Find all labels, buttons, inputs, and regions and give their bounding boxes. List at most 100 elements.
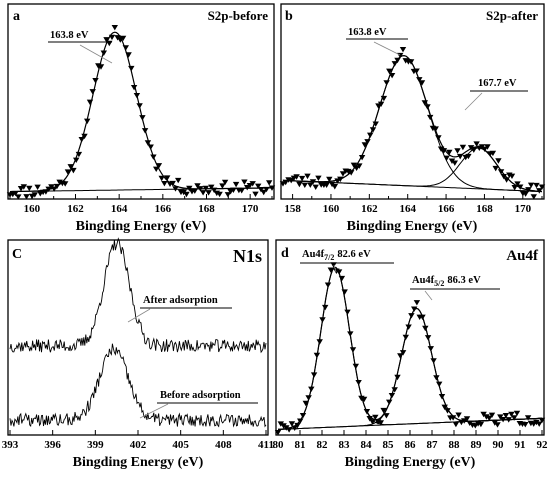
panel-c-n1s: C N1s Bingding Energy (eV) 393 396 399 402 4… [2,237,274,470]
panel-d-data-marker [488,412,496,418]
panel-c-tick-label: 405 [172,439,189,451]
panel-d-data-marker [430,358,437,364]
panel-d-data-marker [310,372,318,378]
panel-d-data-marker [511,415,518,421]
panel-b-data-marker [437,146,445,152]
panel-a-data-marker [67,164,74,170]
panel-d-data-marker [288,421,296,427]
panel-a-data-marker [89,89,96,95]
panel-a-letter: a [13,9,20,24]
panel-d-data-marker [344,309,351,315]
panel-b-data-marker [331,184,338,190]
panel-a-data-marker [238,188,245,194]
panel-c-tick-label: 402 [130,439,147,451]
panel-d-ticks: 80 81 82 83 84 85 86 87 88 89 90 91 92 [273,430,548,451]
panel-a-data-marker [180,189,187,196]
panel-d-data-marker [355,380,362,386]
panel-b-s2p-after: b S2p-after Bingding Energy (eV) 158 160 1… [279,3,546,234]
panel-c-annotation-1: After adsorption [143,295,218,306]
panel-d-annotation-2-sub: 5/2 [434,279,444,288]
panel-d-data-marker [419,314,426,320]
panel-b-tick-label: 158 [284,203,301,215]
panel-b-plot [279,47,546,200]
panel-b-data-marker [383,80,390,86]
panel-d-xlabel: Bingding Energy (eV) [345,455,476,470]
panel-b-data-marker [312,184,319,190]
panel-d-data-marker [424,335,432,341]
panel-d-data-marker [402,334,409,341]
panel-d-fit-envelope [277,266,543,430]
panel-c-title: N1s [233,246,262,266]
panel-b-tick-label: 166 [438,203,455,215]
panel-d-data-marker [449,415,457,421]
panel-a-data-marker [205,190,212,196]
panel-d-data-marker [369,419,376,425]
panel-d-annotation-1-leader [333,264,337,273]
panel-a-data-marker [194,183,201,189]
panel-d-annotation-1-name: Au4f [302,249,325,260]
panel-b-data-marker [350,162,358,169]
panel-b-data-marker [435,135,442,141]
panel-d-data-marker [386,399,393,405]
panel-d-data-marker [305,395,312,401]
panel-b-data-marker [511,185,518,191]
panel-d-data-marker [372,414,379,421]
panel-d-title: Au4f [506,248,539,264]
panel-b-data-marker [495,158,502,164]
panel-d-data-marker [466,420,473,426]
panel-b-data-marker [448,158,456,164]
panel-d-plot [274,262,546,436]
panel-d-data-marker [494,422,501,428]
panel-b-data-marker [533,182,540,189]
panel-d-data-marker [408,313,415,319]
panel-a-data-marker [219,183,226,189]
panel-a-data-marker [197,186,204,192]
panel-d-data-marker [302,400,309,407]
panel-d-data-marker [338,275,346,282]
panel-a-data-marker [224,192,232,198]
panel-a-data-marker [191,188,198,194]
panel-a-annotation-1-leader [79,44,113,64]
panel-d-frame [275,239,545,436]
panel-a-data-marker [153,166,160,172]
panel-d-data-marker [283,425,290,431]
panel-a-data-marker [164,175,171,181]
panel-d-data-marker [433,375,440,381]
panel-a-data-marker [128,65,135,72]
panel-b-data-marker [301,182,308,188]
panel-a-data-marker [125,52,132,58]
panel-a-plot [6,25,276,200]
panel-b-data-marker [337,176,344,183]
panel-a-title: S2p-before [208,8,269,23]
panel-d-data-marker [405,324,412,330]
panel-d-data-marker [347,331,354,337]
panel-b-data-marker [348,170,355,176]
panel-d-data-marker [324,282,332,288]
panel-a-data-marker [12,190,19,197]
panel-d-data-marker [391,387,398,393]
panel-d-annotation-2-leader [424,290,433,301]
panel-b-data-marker [358,155,366,161]
panel-c-tick-label: 408 [215,439,232,451]
panel-a-data-marker [232,181,240,188]
panel-a-data-marker [15,194,22,200]
panel-d-data-marker [294,422,301,429]
panel-a-data-marker [119,35,127,42]
panel-b-data-marker [298,175,306,182]
panel-a-data-marker [92,78,99,84]
panel-b-annotation-2-leader [464,92,483,111]
panel-b-data-marker [388,73,396,79]
panel-b-data-marker [446,149,453,156]
panel-a-data-marker [172,186,179,192]
panel-b-data-marker [481,146,488,152]
panel-d-data-marker [413,300,421,306]
panel-c-tick-label: 399 [87,439,104,451]
panel-b-data-marker [473,141,480,147]
panel-a-data-marker [169,180,176,187]
panel-a-data-marker [64,169,72,175]
panel-a-data-marker [199,190,207,196]
panel-d-data-marker [441,404,448,411]
panel-b-tick-label: 164 [399,203,416,215]
panel-d-data-marker [436,381,443,388]
